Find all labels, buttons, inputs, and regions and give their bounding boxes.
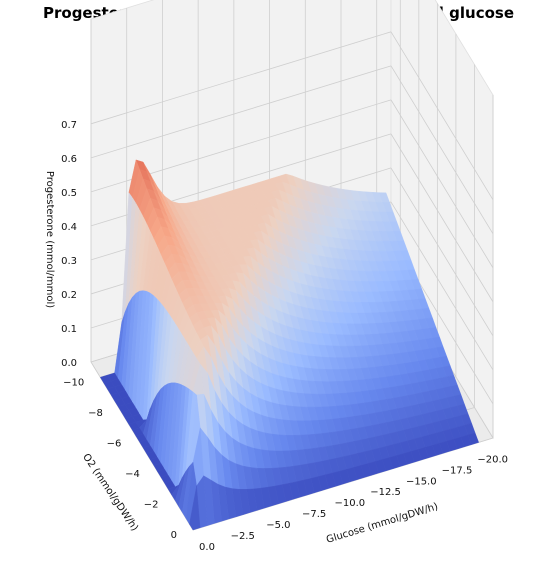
grid-line xyxy=(90,31,392,125)
z-axis-label: Progesterone (mmol/mmol) xyxy=(44,171,55,308)
z-tick-label: 0.4 xyxy=(61,222,77,233)
z-tick-label: 0.0 xyxy=(61,358,77,369)
z-tick-label: 0.5 xyxy=(61,188,77,199)
tick-labels: 0.0−2.5−5.0−7.5−10.0−12.5−15.0−17.5−20.0… xyxy=(61,120,508,553)
x-tick-label: −17.5 xyxy=(442,465,473,476)
y-tick-label: 0 xyxy=(171,530,177,541)
x-tick-label: −7.5 xyxy=(302,509,326,520)
x-tick-label: −15.0 xyxy=(406,476,437,487)
z-tick-label: 0.7 xyxy=(61,120,77,131)
y-tick-label: −2 xyxy=(144,499,159,510)
grid-line xyxy=(90,65,392,159)
grid-line xyxy=(390,201,494,371)
y-tick-label: −10 xyxy=(63,377,84,388)
x-tick-label: −12.5 xyxy=(370,487,401,498)
grid-line xyxy=(390,65,494,235)
surface-cell xyxy=(189,485,201,531)
y-tick-label: −4 xyxy=(125,469,140,480)
x-tick-label: −20.0 xyxy=(477,454,508,465)
x-tick-label: −5.0 xyxy=(266,520,290,531)
z-tick-label: 0.1 xyxy=(61,324,77,335)
grid-line xyxy=(390,31,494,201)
x-tick-label: −10.0 xyxy=(335,498,366,509)
surface-mesh xyxy=(99,159,479,531)
z-tick-label: 0.3 xyxy=(61,256,77,267)
x-tick-label: −2.5 xyxy=(231,531,255,542)
x-tick-label: 0.0 xyxy=(199,542,215,553)
z-tick-label: 0.2 xyxy=(61,290,77,301)
y-tick-label: −6 xyxy=(107,438,122,449)
z-tick-label: 0.6 xyxy=(61,154,77,165)
grid-line xyxy=(390,133,494,303)
y-tick-label: −8 xyxy=(88,408,103,419)
grid-line xyxy=(390,167,494,337)
y-axis-label: O2 (mmol/gDW/h) xyxy=(80,452,140,533)
grid-line xyxy=(390,99,494,269)
